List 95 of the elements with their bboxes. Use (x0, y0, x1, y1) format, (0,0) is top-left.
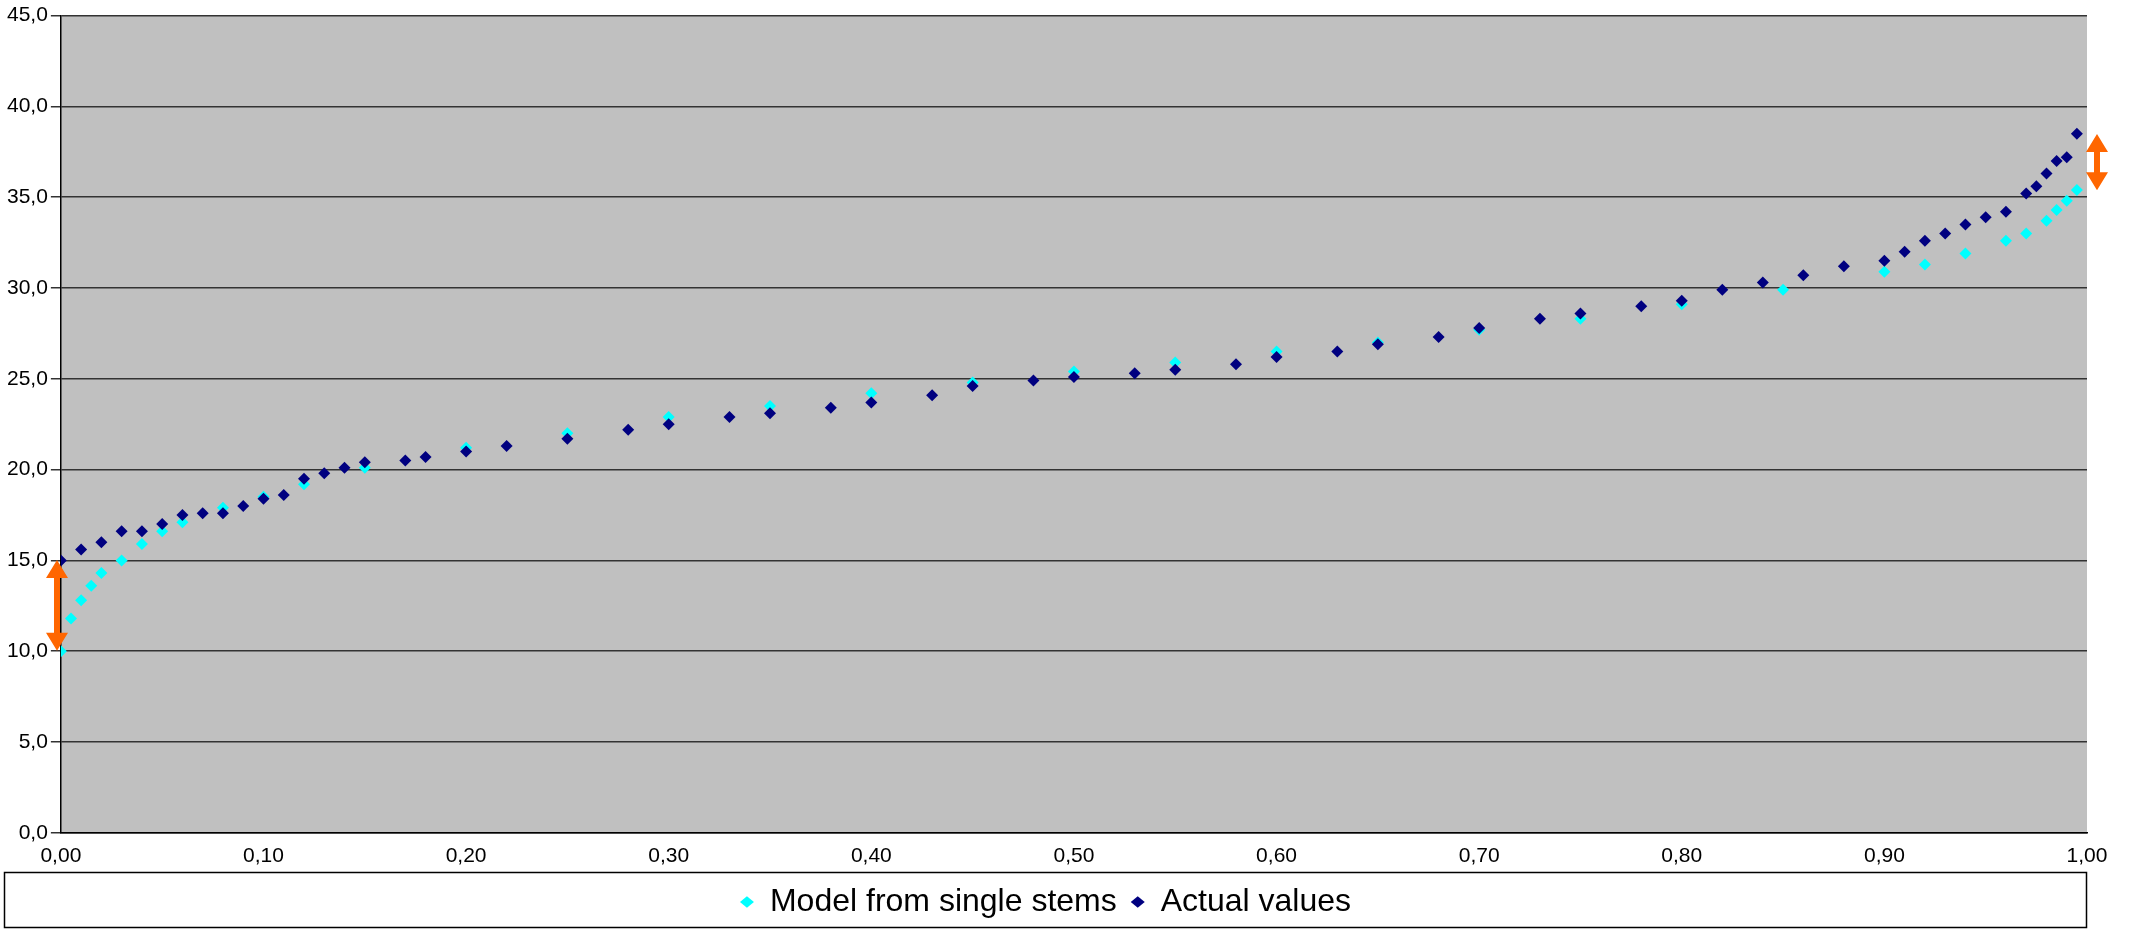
point (865, 396, 878, 409)
y-tick-label: 30,0 (7, 274, 48, 298)
point (156, 518, 169, 531)
point (318, 467, 331, 480)
point (1898, 245, 1911, 258)
y-tick-label: 5,0 (18, 728, 48, 752)
legend-label: Actual values (1160, 881, 1352, 918)
point (2050, 203, 2063, 216)
point (75, 543, 88, 556)
point (561, 432, 574, 445)
y-tick-label: 0,0 (18, 819, 48, 843)
point (2020, 227, 2033, 240)
point (1837, 260, 1850, 273)
point (460, 445, 473, 458)
y-tick-label: 15,0 (7, 547, 48, 571)
point (1230, 358, 1243, 371)
x-tick-label: 0,90 (1863, 843, 1905, 867)
x-tick-label: 0,80 (1661, 843, 1703, 867)
point (1432, 331, 1445, 344)
x-tick-label: 0,40 (850, 843, 892, 867)
point (2040, 167, 2053, 180)
x-tick-label: 0,50 (1053, 843, 1095, 867)
point (1331, 345, 1344, 358)
point (2070, 183, 2083, 196)
point (75, 594, 88, 607)
point (1574, 307, 1587, 320)
point (358, 456, 371, 469)
y-tick-label: 25,0 (7, 365, 48, 389)
x-tick-label: 0,60 (1256, 843, 1297, 867)
point (135, 525, 148, 538)
point (1128, 367, 1141, 380)
point (2060, 194, 2073, 207)
point (1635, 300, 1648, 313)
point (1918, 258, 1931, 271)
point (135, 538, 148, 551)
point (1797, 269, 1810, 282)
point (2070, 127, 2083, 140)
point (1756, 276, 1769, 289)
point (65, 612, 77, 625)
point (2060, 151, 2073, 164)
point (1027, 374, 1040, 387)
y-tick-label: 20,0 (7, 456, 48, 480)
y-tick-label: 35,0 (7, 184, 48, 207)
point (622, 423, 635, 436)
point (926, 389, 939, 402)
point (1270, 351, 1283, 364)
point (2050, 154, 2063, 167)
point (399, 454, 412, 467)
legend-label: Model from single stems (769, 881, 1117, 918)
point (85, 579, 98, 592)
point (966, 380, 979, 393)
point (115, 525, 128, 538)
point (196, 507, 209, 520)
point (1067, 370, 1080, 383)
point (1959, 247, 1972, 260)
point (1675, 294, 1688, 307)
x-tick-label: 0,20 (445, 843, 487, 867)
point (1878, 254, 1891, 267)
point (338, 461, 351, 474)
point (824, 401, 837, 414)
point (419, 450, 432, 463)
point (216, 507, 229, 520)
point (2020, 187, 2033, 200)
y-tick-label: 45,0 (7, 2, 48, 26)
point (1939, 227, 1952, 240)
point (95, 536, 108, 549)
point (277, 489, 290, 502)
x-tick-label: 0,70 (1458, 843, 1500, 867)
point (1169, 363, 1182, 376)
x-tick-label: 0,30 (648, 843, 690, 867)
point (2040, 214, 2053, 227)
point (500, 439, 513, 452)
point (1878, 265, 1891, 278)
point (1999, 234, 2012, 247)
point (1999, 205, 2012, 218)
point (95, 567, 108, 580)
point (2030, 180, 2043, 193)
x-tick-label: 0,00 (40, 843, 82, 867)
point (1918, 234, 1931, 247)
point (176, 509, 189, 521)
point (298, 472, 311, 485)
point (1533, 312, 1546, 325)
point (1979, 211, 1992, 224)
point (764, 407, 777, 420)
point (1777, 283, 1790, 296)
y-tick-label: 40,0 (7, 93, 48, 117)
point (237, 499, 250, 512)
point (115, 554, 128, 567)
x-tick-label: 0,10 (243, 843, 284, 867)
x-tick-label: 1,00 (2066, 843, 2108, 867)
point (1959, 218, 1972, 231)
point (1716, 283, 1729, 296)
point (723, 410, 736, 423)
point (662, 418, 675, 431)
y-tick-label: 10,0 (7, 638, 48, 661)
